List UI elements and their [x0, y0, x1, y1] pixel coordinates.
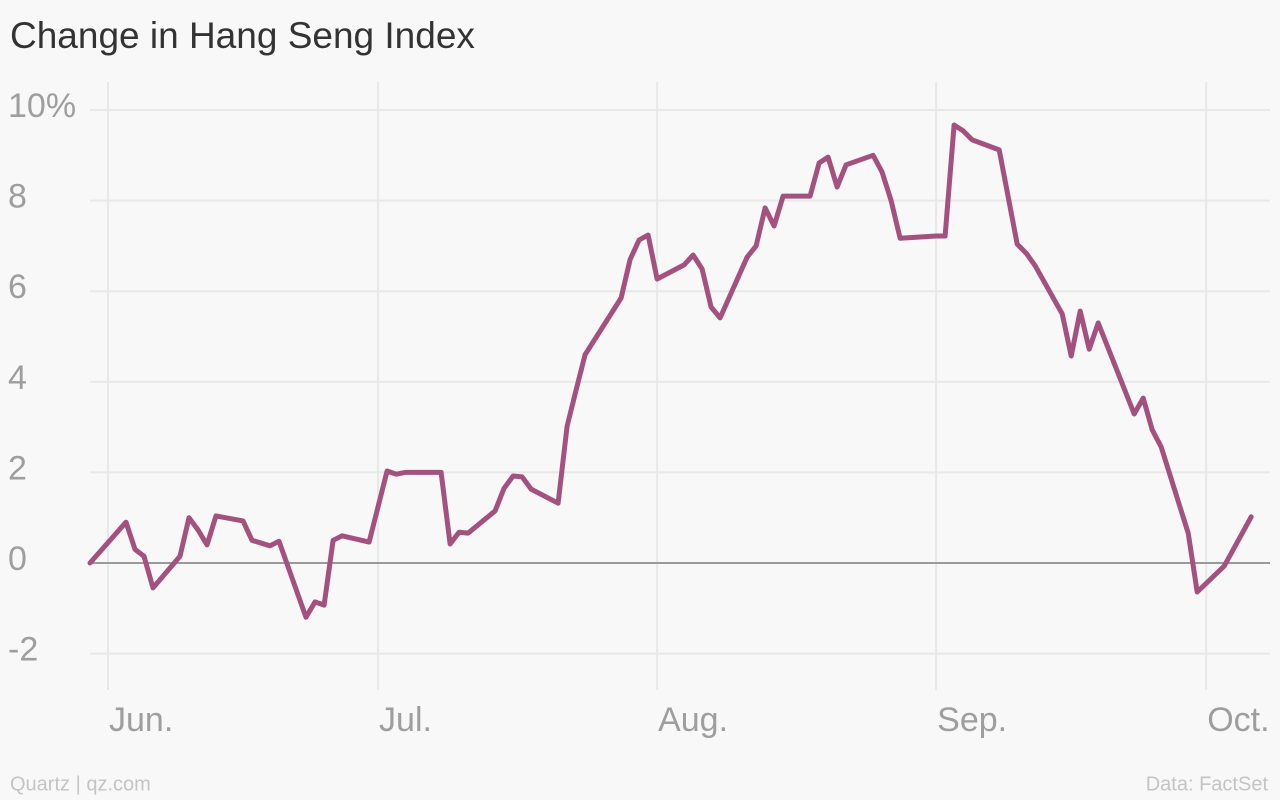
- x-tick-label: Jul.: [379, 701, 432, 739]
- x-tick-label: Aug.: [658, 701, 728, 739]
- x-tick-label: Jun.: [109, 701, 173, 739]
- y-tick-label: 6: [8, 268, 27, 306]
- y-tick-label: 2: [8, 449, 27, 487]
- y-tick-label: -2: [8, 631, 38, 669]
- x-tick-label: Oct.: [1207, 701, 1269, 739]
- source: Data: FactSet: [1146, 773, 1269, 795]
- credit: Quartz | qz.com: [10, 773, 151, 795]
- y-tick-label: 0: [8, 540, 27, 578]
- x-tick-label: Sep.: [937, 701, 1007, 739]
- y-tick-label: 4: [8, 359, 27, 397]
- y-tick-label: 10%: [8, 87, 76, 125]
- y-tick-label: 8: [8, 178, 27, 216]
- line: [87, 122, 1254, 620]
- chart-title: Change in Hang Seng Index: [10, 15, 475, 56]
